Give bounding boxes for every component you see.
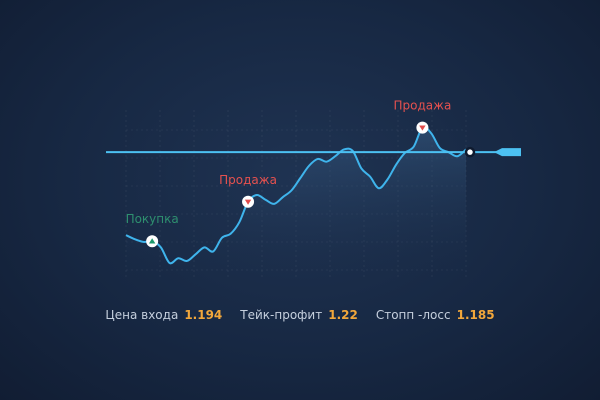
sell-label: Продажа — [394, 99, 452, 113]
price-area — [126, 127, 466, 280]
stop-loss: Стопп -лосс 1.185 — [376, 308, 495, 322]
level-line-group — [106, 146, 521, 158]
take-profit-value: 1.22 — [328, 308, 358, 322]
stop-loss-value: 1.185 — [456, 308, 495, 322]
entry-price: Цена входа 1.194 — [105, 308, 222, 322]
arrow-down-icon — [244, 199, 252, 205]
price-line — [125, 126, 467, 265]
sell-label: Продажа — [219, 173, 277, 187]
arrow-up-icon — [148, 238, 156, 244]
take-profit: Тейк-профит 1.22 — [240, 308, 358, 322]
price-tag-icon — [494, 148, 521, 157]
buy-label: Покупка — [126, 212, 179, 226]
current-price-dot — [464, 146, 476, 158]
entry-price-value: 1.194 — [184, 308, 223, 322]
stop-loss-label: Стопп -лосс — [375, 308, 451, 322]
trade-markers: Покупка Продажа Продажа — [126, 99, 452, 248]
trade-summary: Цена входа 1.194 Тейк-профит 1.22 Стопп … — [0, 308, 600, 322]
take-profit-label: Тейк-профит — [240, 308, 323, 322]
arrow-down-icon — [419, 125, 426, 131]
entry-price-label: Цена входа — [105, 308, 179, 322]
